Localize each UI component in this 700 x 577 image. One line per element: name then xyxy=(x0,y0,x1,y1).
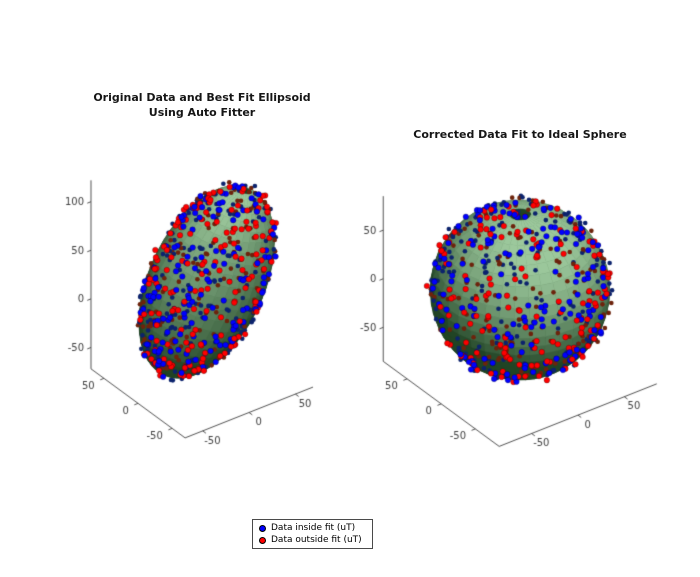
red-marker-icon xyxy=(259,536,266,544)
legend-item-outside-fit: Data outside fit (uT) xyxy=(259,535,362,545)
right-plot-title: Corrected Data Fit to Ideal Sphere xyxy=(413,128,627,141)
left-plot-title: Original Data and Best Fit Ellipsoid Usi… xyxy=(52,90,352,121)
left-plot-title-line2: Using Auto Fitter xyxy=(148,106,256,120)
legend[interactable]: Data inside fit (uT) Data outside fit (u… xyxy=(252,519,373,549)
legend-item-inside-fit: Data inside fit (uT) xyxy=(259,523,362,533)
left-plot-title-line1: Original Data and Best Fit Ellipsoid xyxy=(93,91,311,104)
blue-marker-icon xyxy=(259,524,266,532)
legend-label-inside-fit: Data inside fit (uT) xyxy=(271,523,356,533)
legend-label-outside-fit: Data outside fit (uT) xyxy=(271,535,362,545)
